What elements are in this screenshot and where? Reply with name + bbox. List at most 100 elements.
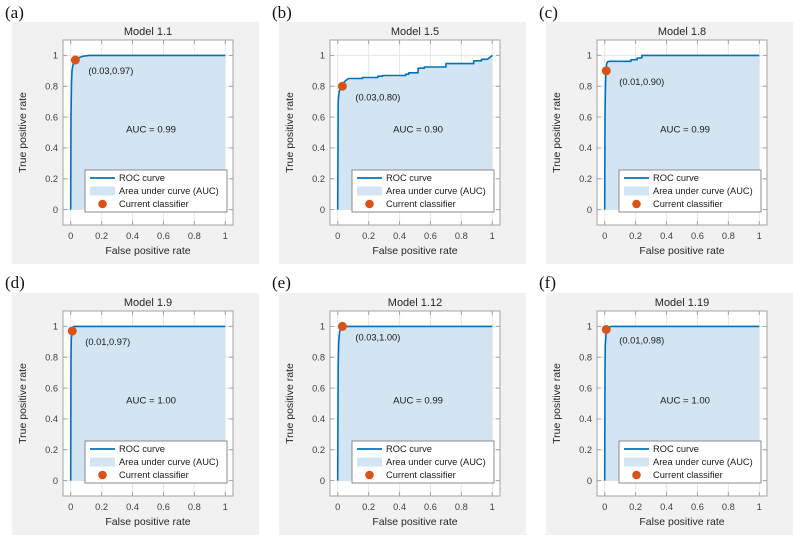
roc-plot-svg: ROC curve Area under curve (AUC) Current c… xyxy=(17,26,234,257)
y-tick-label: 0.2 xyxy=(579,445,592,455)
x-tick-label: 1 xyxy=(223,502,228,512)
x-tick-label: 0.4 xyxy=(393,231,406,241)
x-tick-label: 0 xyxy=(68,231,73,241)
y-tick-label: 0.2 xyxy=(579,174,592,184)
y-tick-label: 1 xyxy=(320,322,325,332)
legend-dot-swatch xyxy=(365,199,374,209)
y-tick-label: 0 xyxy=(587,476,592,486)
x-tick-label: 0 xyxy=(68,502,73,512)
axes-box xyxy=(62,310,234,497)
x-tick-label: 0.2 xyxy=(629,502,642,512)
roc-panel-card: ROC curve Area under curve (AUC) Current c… xyxy=(546,293,793,535)
y-tick-label: 0.4 xyxy=(312,414,325,424)
x-tick-label: 0 xyxy=(602,502,607,512)
roc-panel-card: ROC curve Area under curve (AUC) Current c… xyxy=(279,293,526,535)
axes-box xyxy=(329,39,501,226)
x-tick-label: 1 xyxy=(490,231,495,241)
x-tick-label: 0.2 xyxy=(362,502,375,512)
x-axis-label: False positive rate xyxy=(372,245,457,257)
legend-patch-swatch xyxy=(624,186,649,196)
legend-dot-swatch xyxy=(632,470,641,480)
panel-letter-label: (f) xyxy=(539,273,556,292)
legend-item-label: ROC curve xyxy=(653,444,699,454)
x-tick-label: 1 xyxy=(757,502,762,512)
legend-dot-swatch xyxy=(98,470,107,480)
y-tick-label: 0.6 xyxy=(312,112,325,122)
auc-value-label: AUC = 0.99 xyxy=(126,125,176,136)
x-tick-label: 0 xyxy=(335,502,340,512)
x-tick-label: 0.2 xyxy=(95,502,108,512)
y-tick-label: 0.8 xyxy=(579,81,592,91)
classifier-annotation: (0.01,0.90) xyxy=(619,77,664,87)
x-tick-label: 1 xyxy=(490,502,495,512)
plot-title: Model 1.9 xyxy=(124,297,172,309)
current-classifier-dot xyxy=(70,55,80,65)
x-axis-label: False positive rate xyxy=(372,516,457,528)
x-tick-label: 0 xyxy=(602,231,607,241)
x-tick-label: 0.6 xyxy=(691,502,704,512)
y-tick-label: 1 xyxy=(587,51,592,61)
y-tick-label: 0.8 xyxy=(45,352,58,362)
current-classifier-dot xyxy=(601,325,611,334)
legend-dot-swatch xyxy=(98,199,107,209)
y-tick-label: 0.6 xyxy=(45,383,58,393)
y-tick-label: 0.2 xyxy=(45,174,58,184)
y-tick-label: 0.8 xyxy=(579,352,592,362)
legend-item-label: Area under curve (AUC) xyxy=(386,186,486,196)
x-axis-label: False positive rate xyxy=(105,516,190,528)
x-tick-label: 1 xyxy=(223,231,228,241)
legend-item-label: Current classifier xyxy=(119,199,189,209)
x-tick-label: 0.4 xyxy=(393,502,406,512)
classifier-annotation: (0.03,1.00) xyxy=(355,332,400,342)
legend-item-label: ROC curve xyxy=(653,173,699,183)
x-tick-label: 0 xyxy=(335,231,340,241)
legend-item-label: Current classifier xyxy=(653,199,723,209)
x-tick-label: 0.6 xyxy=(157,502,170,512)
y-tick-label: 1 xyxy=(587,322,592,332)
legend-item-label: Area under curve (AUC) xyxy=(653,186,753,196)
y-tick-label: 0.8 xyxy=(312,352,325,362)
y-tick-label: 1 xyxy=(53,51,58,61)
plot-title: Model 1.5 xyxy=(391,26,439,38)
roc-curve-line xyxy=(603,54,760,210)
axes-box xyxy=(596,310,768,497)
y-tick-label: 0.4 xyxy=(579,414,592,424)
legend-item-label: Area under curve (AUC) xyxy=(119,457,219,467)
plot-title: Model 1.1 xyxy=(124,26,172,38)
x-tick-label: 0.4 xyxy=(660,231,673,241)
x-tick-label: 0.8 xyxy=(188,502,201,512)
x-tick-label: 0.2 xyxy=(95,231,108,241)
auc-value-label: AUC = 0.99 xyxy=(660,125,710,136)
y-tick-label: 0 xyxy=(320,476,325,486)
x-tick-label: 0.8 xyxy=(722,231,735,241)
y-tick-label: 0.2 xyxy=(312,445,325,455)
plot-title: Model 1.19 xyxy=(655,297,709,309)
y-tick-label: 0 xyxy=(587,205,592,215)
legend-item-label: Current classifier xyxy=(386,199,456,209)
panel-letter-label: (a) xyxy=(5,3,24,22)
auc-value-label: AUC = 0.90 xyxy=(393,125,443,136)
legend-patch-swatch xyxy=(624,457,649,467)
roc-plot-svg: ROC curve Area under curve (AUC) Current c… xyxy=(17,297,234,528)
x-tick-label: 0.8 xyxy=(455,502,468,512)
y-axis-label: True positive rate xyxy=(284,363,296,444)
auc-value-label: AUC = 1.00 xyxy=(660,396,710,407)
x-tick-label: 0.2 xyxy=(629,231,642,241)
classifier-annotation: (0.01,0.97) xyxy=(85,337,130,347)
axes-box xyxy=(596,39,768,226)
roc-plot-svg: ROC curve Area under curve (AUC) Current c… xyxy=(551,26,768,257)
y-tick-label: 0 xyxy=(320,205,325,215)
legend-patch-swatch xyxy=(90,457,115,467)
roc-plot-svg: ROC curve Area under curve (AUC) Current c… xyxy=(551,297,768,528)
legend-item-label: ROC curve xyxy=(119,173,165,183)
axes-box xyxy=(62,39,234,226)
x-axis-label: False positive rate xyxy=(639,516,724,528)
y-axis-label: True positive rate xyxy=(284,92,296,173)
y-tick-label: 0.4 xyxy=(579,143,592,153)
y-tick-label: 1 xyxy=(320,51,325,61)
y-tick-label: 0.4 xyxy=(312,143,325,153)
x-tick-label: 0.6 xyxy=(424,502,437,512)
legend-item-label: ROC curve xyxy=(386,444,432,454)
y-axis-label: True positive rate xyxy=(17,92,29,173)
x-tick-label: 0.2 xyxy=(362,231,375,241)
